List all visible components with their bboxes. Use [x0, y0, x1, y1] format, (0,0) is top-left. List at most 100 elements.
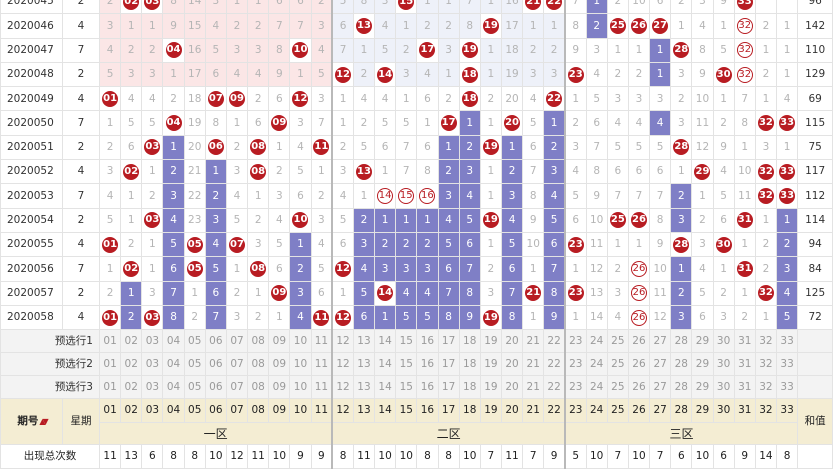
preselect-number[interactable]: 27: [649, 329, 672, 354]
preselect-number[interactable]: 17: [437, 329, 460, 354]
preselect-number[interactable]: 12: [331, 375, 354, 400]
preselect-number[interactable]: 32: [754, 352, 778, 377]
preselect-number[interactable]: 19: [479, 375, 502, 400]
preselect-number[interactable]: 18: [458, 352, 481, 377]
preselect-number[interactable]: 06: [204, 352, 227, 377]
preselect-number[interactable]: 09: [268, 375, 291, 400]
preselect-number[interactable]: 30: [712, 352, 735, 377]
preselect-number[interactable]: 07: [225, 329, 249, 354]
preselect-number[interactable]: 15: [395, 329, 418, 354]
preselect-number[interactable]: 21: [522, 375, 545, 400]
preselect-number[interactable]: 04: [162, 329, 185, 354]
preselect-number[interactable]: 04: [162, 352, 185, 377]
preselect-number[interactable]: 24: [585, 329, 608, 354]
preselect-number[interactable]: 01: [98, 352, 122, 377]
preselect-number[interactable]: 26: [627, 352, 651, 377]
preselect-number[interactable]: 27: [649, 375, 672, 400]
preselect-number[interactable]: 33: [775, 375, 799, 400]
preselect-number[interactable]: 22: [543, 329, 566, 354]
sort-arrows-icon[interactable]: ▲▼: [39, 417, 48, 427]
preselect-number[interactable]: 28: [670, 352, 693, 377]
preselect-number[interactable]: 28: [670, 375, 693, 400]
preselect-number[interactable]: 05: [183, 329, 206, 354]
preselect-number[interactable]: 32: [754, 375, 778, 400]
preselect-number[interactable]: 02: [120, 352, 143, 377]
preselect-number[interactable]: 02: [120, 375, 143, 400]
preselect-number[interactable]: 21: [522, 352, 545, 377]
preselect-number[interactable]: 20: [500, 329, 524, 354]
preselect-number[interactable]: 05: [183, 352, 206, 377]
preselect-number[interactable]: 25: [606, 375, 629, 400]
preselect-number[interactable]: 32: [754, 329, 778, 354]
preselect-number[interactable]: 01: [98, 329, 122, 354]
preselect-number[interactable]: 25: [606, 352, 629, 377]
preselect-number[interactable]: 25: [606, 329, 629, 354]
preselect-number[interactable]: 23: [563, 375, 587, 400]
preselect-number[interactable]: 11: [310, 329, 333, 354]
preselect-number[interactable]: 09: [268, 329, 291, 354]
preselect-number[interactable]: 16: [416, 329, 439, 354]
preselect-number[interactable]: 20: [500, 375, 524, 400]
preselect-number[interactable]: 29: [691, 375, 714, 400]
preselect-number[interactable]: 33: [775, 329, 799, 354]
preselect-number[interactable]: 12: [331, 352, 354, 377]
preselect-number[interactable]: 30: [712, 375, 735, 400]
preselect-number[interactable]: 24: [585, 375, 608, 400]
preselect-number[interactable]: 13: [352, 352, 376, 377]
preselect-number[interactable]: 03: [141, 375, 164, 400]
preselect-number[interactable]: 07: [225, 375, 249, 400]
preselect-number[interactable]: 14: [374, 375, 397, 400]
preselect-number[interactable]: 19: [479, 329, 502, 354]
preselect-number[interactable]: 04: [162, 375, 185, 400]
preselect-number[interactable]: 01: [98, 375, 122, 400]
preselect-number[interactable]: 26: [627, 375, 651, 400]
preselect-number[interactable]: 33: [775, 352, 799, 377]
preselect-number[interactable]: 13: [352, 329, 376, 354]
preselect-number[interactable]: 05: [183, 375, 206, 400]
preselect-number[interactable]: 11: [310, 352, 333, 377]
preselect-number[interactable]: 09: [268, 352, 291, 377]
preselect-number[interactable]: 27: [649, 352, 672, 377]
preselect-number[interactable]: 17: [437, 352, 460, 377]
preselect-number[interactable]: 14: [374, 352, 397, 377]
preselect-number[interactable]: 30: [712, 329, 735, 354]
preselect-number[interactable]: 21: [522, 329, 545, 354]
preselect-number[interactable]: 15: [395, 375, 418, 400]
preselect-number[interactable]: 15: [395, 352, 418, 377]
preselect-number[interactable]: 06: [204, 375, 227, 400]
preselect-number[interactable]: 23: [563, 352, 587, 377]
preselect-number[interactable]: 02: [120, 329, 143, 354]
preselect-number[interactable]: 08: [247, 352, 270, 377]
preselect-number[interactable]: 28: [670, 329, 693, 354]
preselect-number[interactable]: 11: [310, 375, 333, 400]
preselect-number[interactable]: 03: [141, 352, 164, 377]
preselect-number[interactable]: 29: [691, 352, 714, 377]
preselect-number[interactable]: 24: [585, 352, 608, 377]
preselect-number[interactable]: 31: [733, 375, 756, 400]
preselect-number[interactable]: 19: [479, 352, 502, 377]
preselect-number[interactable]: 16: [416, 375, 439, 400]
preselect-number[interactable]: 10: [289, 352, 312, 377]
preselect-number[interactable]: 08: [247, 375, 270, 400]
issue-header[interactable]: 期号▲▼: [0, 398, 63, 446]
preselect-number[interactable]: 26: [627, 329, 651, 354]
preselect-number[interactable]: 18: [458, 375, 481, 400]
preselect-number[interactable]: 10: [289, 329, 312, 354]
preselect-number[interactable]: 10: [289, 375, 312, 400]
preselect-number[interactable]: 16: [416, 352, 439, 377]
preselect-number[interactable]: 17: [437, 375, 460, 400]
preselect-number[interactable]: 31: [733, 329, 756, 354]
preselect-number[interactable]: 20: [500, 352, 524, 377]
preselect-number[interactable]: 08: [247, 329, 270, 354]
preselect-number[interactable]: 13: [352, 375, 376, 400]
preselect-number[interactable]: 18: [458, 329, 481, 354]
preselect-number[interactable]: 22: [543, 375, 566, 400]
preselect-number[interactable]: 06: [204, 329, 227, 354]
preselect-number[interactable]: 31: [733, 352, 756, 377]
preselect-number[interactable]: 22: [543, 352, 566, 377]
preselect-number[interactable]: 29: [691, 329, 714, 354]
preselect-number[interactable]: 07: [225, 352, 249, 377]
preselect-number[interactable]: 23: [563, 329, 587, 354]
preselect-number[interactable]: 03: [141, 329, 164, 354]
preselect-number[interactable]: 14: [374, 329, 397, 354]
